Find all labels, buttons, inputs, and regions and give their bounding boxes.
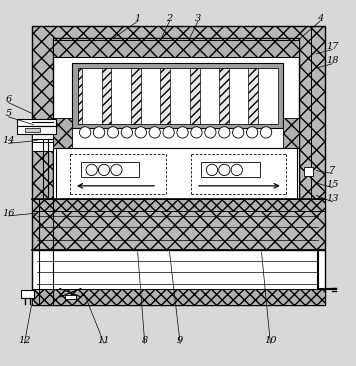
Text: 6: 6: [5, 95, 12, 104]
Circle shape: [206, 164, 218, 176]
Circle shape: [111, 164, 122, 176]
Text: 10: 10: [264, 336, 277, 345]
Circle shape: [219, 164, 230, 176]
Circle shape: [205, 127, 216, 138]
Circle shape: [107, 127, 119, 138]
Text: 11: 11: [98, 336, 110, 345]
Bar: [111, 68, 131, 124]
Circle shape: [121, 127, 132, 138]
Circle shape: [86, 164, 97, 176]
Text: 7: 7: [329, 166, 335, 175]
Text: 12: 12: [18, 336, 31, 345]
Bar: [53, 38, 299, 199]
Bar: [32, 26, 325, 250]
Circle shape: [177, 127, 188, 138]
Bar: [53, 147, 299, 199]
Text: 16: 16: [2, 209, 15, 217]
Bar: [21, 290, 33, 298]
Circle shape: [79, 127, 91, 138]
Circle shape: [260, 127, 272, 138]
Text: 18: 18: [326, 56, 339, 66]
Bar: [201, 163, 260, 178]
Circle shape: [231, 164, 242, 176]
Bar: [304, 167, 313, 176]
Bar: [32, 199, 325, 211]
Bar: [141, 68, 160, 124]
Bar: [229, 68, 248, 124]
Text: 1: 1: [135, 14, 141, 23]
Text: 5: 5: [5, 109, 12, 119]
Text: 15: 15: [326, 180, 339, 189]
Text: 9: 9: [177, 336, 183, 345]
Text: 3: 3: [195, 14, 201, 23]
Bar: [32, 142, 53, 151]
Bar: [258, 68, 278, 124]
Text: 4: 4: [317, 14, 323, 23]
Bar: [65, 295, 76, 299]
Bar: [32, 250, 325, 305]
Bar: [17, 119, 56, 126]
Bar: [82, 68, 101, 124]
Circle shape: [191, 127, 202, 138]
Circle shape: [246, 127, 258, 138]
Text: 2: 2: [166, 14, 173, 23]
Bar: [170, 68, 190, 124]
Bar: [53, 38, 299, 57]
Circle shape: [232, 127, 244, 138]
Bar: [32, 289, 325, 305]
Text: 14: 14: [2, 136, 15, 145]
Circle shape: [219, 127, 230, 138]
Bar: [32, 134, 53, 142]
Circle shape: [93, 127, 105, 138]
Circle shape: [135, 127, 146, 138]
Circle shape: [149, 127, 160, 138]
Text: 8: 8: [142, 336, 148, 345]
Bar: [72, 63, 283, 128]
Bar: [26, 128, 40, 132]
Bar: [81, 163, 140, 178]
Circle shape: [163, 127, 174, 138]
Text: 13: 13: [326, 194, 339, 203]
Bar: [283, 117, 299, 147]
Circle shape: [98, 164, 110, 176]
Bar: [17, 126, 56, 134]
Bar: [78, 68, 277, 124]
Bar: [200, 68, 219, 124]
Bar: [53, 117, 72, 147]
Text: 17: 17: [326, 42, 339, 51]
